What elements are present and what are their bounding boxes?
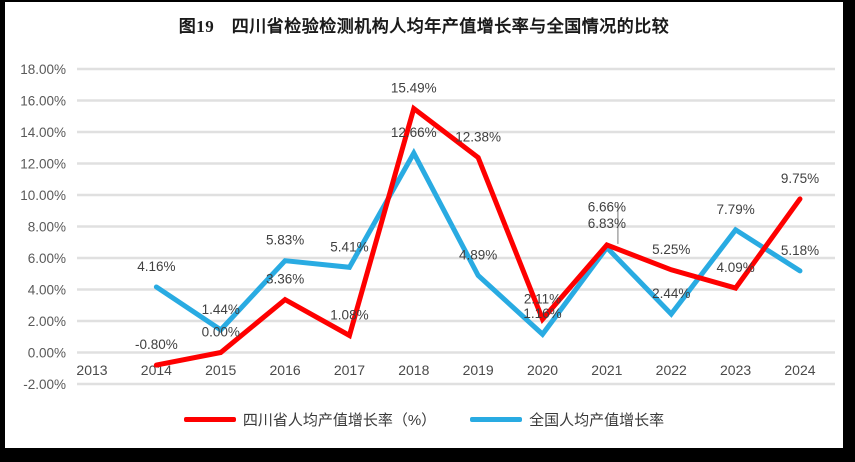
y-axis-tick-label: 18.00% [20, 62, 66, 77]
x-axis-tick-label: 2013 [76, 362, 107, 378]
legend-item-1: 全国人均产值增长率 [470, 409, 664, 430]
x-axis-tick-label: 2020 [527, 362, 558, 378]
data-point-label: 4.89% [459, 247, 497, 262]
x-axis-tick-label: 2023 [720, 362, 751, 378]
y-axis-tick-label: 16.00% [20, 94, 66, 109]
data-point-label: 1.44% [202, 302, 240, 317]
x-axis-tick-label: 2024 [784, 362, 815, 378]
x-axis-tick-label: 2016 [270, 362, 301, 378]
y-axis-tick-label: -2.00% [23, 377, 66, 392]
x-axis-tick-label: 2022 [656, 362, 687, 378]
series-line-0 [153, 104, 803, 368]
y-axis-tick-label: 12.00% [20, 157, 66, 172]
y-axis-tick-label: 8.00% [28, 220, 66, 235]
data-point-label: 4.09% [716, 260, 754, 275]
chart-legend: 四川省人均产值增长率（%） 全国人均产值增长率 [5, 409, 843, 430]
x-axis-tick-label: 2021 [591, 362, 622, 378]
legend-label-0: 四川省人均产值增长率（%） [242, 412, 437, 429]
series-line-1 [153, 147, 803, 338]
y-axis-tick-label: 2.00% [28, 314, 66, 329]
legend-item-0: 四川省人均产值增长率（%） [183, 409, 437, 430]
data-point-label: -0.80% [135, 337, 178, 352]
data-point-label: 12.66% [391, 125, 437, 140]
data-point-label: 12.38% [455, 130, 501, 145]
data-point-label: 7.79% [716, 202, 754, 217]
x-axis-tick-label: 2018 [398, 362, 429, 378]
y-axis-tick-label: 4.00% [28, 283, 66, 298]
y-axis-tick-label: 14.00% [20, 125, 66, 140]
y-axis-tick-label: 10.00% [20, 188, 66, 203]
data-point-label: 1.08% [330, 307, 368, 322]
chart-title: 图19 四川省检验检测机构人均年产值增长率与全国情况的比较 [178, 17, 670, 36]
data-point-label: 9.75% [781, 171, 819, 186]
legend-label-1: 全国人均产值增长率 [529, 412, 665, 429]
data-point-label: 6.66% [588, 200, 626, 215]
legend-line-swatch-0 [183, 417, 236, 422]
legend-line-swatch-1 [470, 417, 523, 422]
y-axis-tick-label: 0.00% [28, 346, 66, 361]
x-axis-tick-label: 2015 [205, 362, 236, 378]
line-chart-plot-area: 18.00% 16.00% 14.00% 12.00% 10.00% 8.00% 6.00%… [20, 62, 835, 392]
x-axis-tick-label: 2019 [463, 362, 494, 378]
data-point-label: 5.18% [781, 243, 819, 258]
data-point-label: 5.41% [330, 239, 368, 254]
data-point-label: 3.36% [266, 272, 304, 287]
y-axis-tick-label: 6.00% [28, 251, 66, 266]
data-point-label: 4.16% [137, 259, 175, 274]
data-point-label: 6.83% [588, 216, 626, 231]
data-point-label: 2.11% [524, 291, 561, 306]
data-point-label: 2.44% [652, 286, 690, 301]
data-point-label: 15.49% [391, 81, 437, 96]
data-point-label: 1.16% [523, 306, 561, 321]
data-point-label: 5.83% [266, 233, 304, 248]
x-axis-tick-label: 2017 [334, 362, 365, 378]
data-point-label: 0.00% [202, 325, 240, 340]
data-point-label: 5.25% [652, 242, 690, 257]
